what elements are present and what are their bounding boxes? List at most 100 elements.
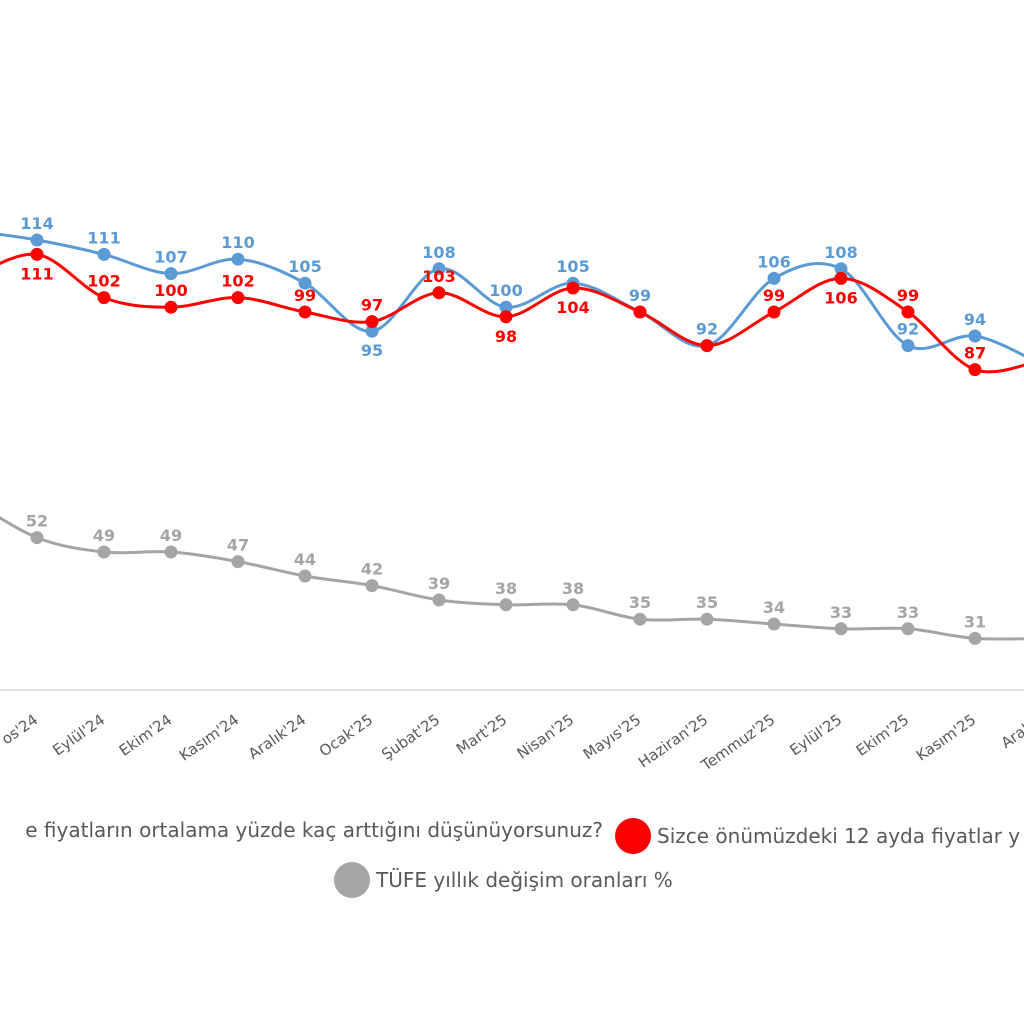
data-label: 35 [629, 593, 651, 612]
data-label: 98 [495, 327, 517, 346]
x-tick-label: Nisan'25 [514, 711, 578, 763]
data-label: 49 [160, 526, 182, 545]
data-point [298, 276, 312, 290]
data-label: 111 [87, 228, 120, 247]
data-label: 99 [763, 286, 785, 305]
data-label: 95 [361, 341, 383, 360]
data-label: 33 [830, 603, 852, 622]
data-point [499, 310, 513, 324]
data-label: 99 [897, 286, 919, 305]
series-line [0, 516, 1024, 641]
data-point [834, 262, 848, 276]
series-0-labels: 114 111 107 110 105 95 108 100 105 99 92 106 108 92 94 [20, 214, 986, 360]
data-point [767, 271, 781, 285]
series-1 [0, 247, 1024, 377]
data-label: 108 [422, 243, 455, 262]
data-label: 87 [964, 344, 986, 363]
x-tick-label: Ocak'25 [316, 711, 376, 761]
data-point [767, 305, 781, 319]
x-tick-label: Şubat'25 [378, 711, 443, 764]
data-label: 102 [87, 272, 120, 291]
data-point [164, 267, 178, 281]
data-label: 38 [562, 579, 584, 598]
legend-label-red-series: Sizce önümüzdeki 12 ayda fiyatlar y [657, 824, 1021, 848]
data-point [365, 324, 379, 338]
data-point [968, 363, 982, 377]
legend-red-marker-icon [615, 818, 651, 854]
data-point [901, 339, 915, 353]
data-point [834, 271, 848, 285]
data-point [499, 300, 513, 314]
data-point [968, 631, 982, 645]
data-label: 33 [897, 603, 919, 622]
data-point [767, 617, 781, 631]
data-label: 105 [288, 257, 321, 276]
data-label: 110 [221, 233, 254, 252]
x-tick-label: Ekim'25 [853, 711, 913, 760]
data-label: 49 [93, 526, 115, 545]
legend-row-1: e fiyatların ortalama yüzde kaç arttığın… [25, 818, 603, 842]
data-point [566, 598, 580, 612]
series-2-labels: 52 49 49 47 44 42 39 38 38 35 35 34 33 33 31 [26, 512, 986, 632]
data-point [231, 252, 245, 266]
legend-item-red-series: Sizce önümüzdeki 12 ayda fiyatlar y [609, 818, 1020, 854]
data-point [298, 569, 312, 583]
data-label: 31 [964, 612, 986, 631]
data-point [700, 612, 714, 626]
legend-gray-marker-icon [334, 862, 370, 898]
data-label: 106 [824, 288, 857, 307]
data-label: 39 [428, 574, 450, 593]
series-0 [0, 232, 1024, 358]
data-point [432, 593, 446, 607]
data-point [164, 300, 178, 314]
data-point [164, 545, 178, 559]
data-label: 92 [897, 320, 919, 339]
data-point [901, 622, 915, 636]
data-point [968, 329, 982, 343]
x-tick-label: Aralık'24 [245, 711, 309, 764]
data-point [633, 612, 647, 626]
x-tick-label: Aralık' [998, 711, 1024, 753]
data-point [901, 305, 915, 319]
data-point [298, 305, 312, 319]
data-label: 104 [556, 298, 589, 317]
data-point [499, 598, 513, 612]
x-tick-label: Eylül'25 [786, 711, 845, 760]
x-tick-label: Mart'25 [453, 711, 510, 759]
data-label: 106 [757, 252, 790, 271]
data-point [231, 555, 245, 569]
data-label: 52 [26, 512, 48, 531]
data-point [231, 291, 245, 305]
data-label: 35 [696, 593, 718, 612]
x-tick-label: os'24 [0, 711, 41, 749]
data-point [30, 233, 44, 247]
data-label: 102 [221, 272, 254, 291]
x-tick-label: Ekim'24 [116, 711, 176, 760]
data-label: 34 [763, 598, 785, 617]
x-tick-label: Eylül'24 [49, 711, 108, 760]
data-point [834, 622, 848, 636]
data-point [97, 291, 111, 305]
data-point [633, 305, 647, 319]
line-chart: 114 111 107 110 105 95 108 100 105 99 92 106 108 92 94… [0, 214, 1024, 775]
data-label: 114 [20, 214, 53, 233]
data-point [365, 315, 379, 329]
data-label: 100 [489, 281, 522, 300]
legend-item-gray-series: TÜFE yıllık değişim oranları % [328, 862, 673, 898]
x-tick-label: Temmuz'25 [697, 711, 778, 775]
data-label: 105 [556, 257, 589, 276]
data-label: 97 [361, 296, 383, 315]
data-label: 92 [696, 320, 718, 339]
data-point [30, 247, 44, 261]
data-point [432, 262, 446, 276]
legend-label-blue-series: e fiyatların ortalama yüzde kaç arttığın… [25, 818, 603, 842]
data-point [432, 286, 446, 300]
data-label: 111 [20, 264, 53, 283]
x-tick-label: Mayıs'25 [580, 711, 645, 764]
data-point [365, 579, 379, 593]
data-point [700, 339, 714, 353]
data-label: 100 [154, 281, 187, 300]
data-label: 38 [495, 579, 517, 598]
legend-label-gray-series: TÜFE yıllık değişim oranları % [376, 868, 673, 892]
data-point [97, 247, 111, 261]
